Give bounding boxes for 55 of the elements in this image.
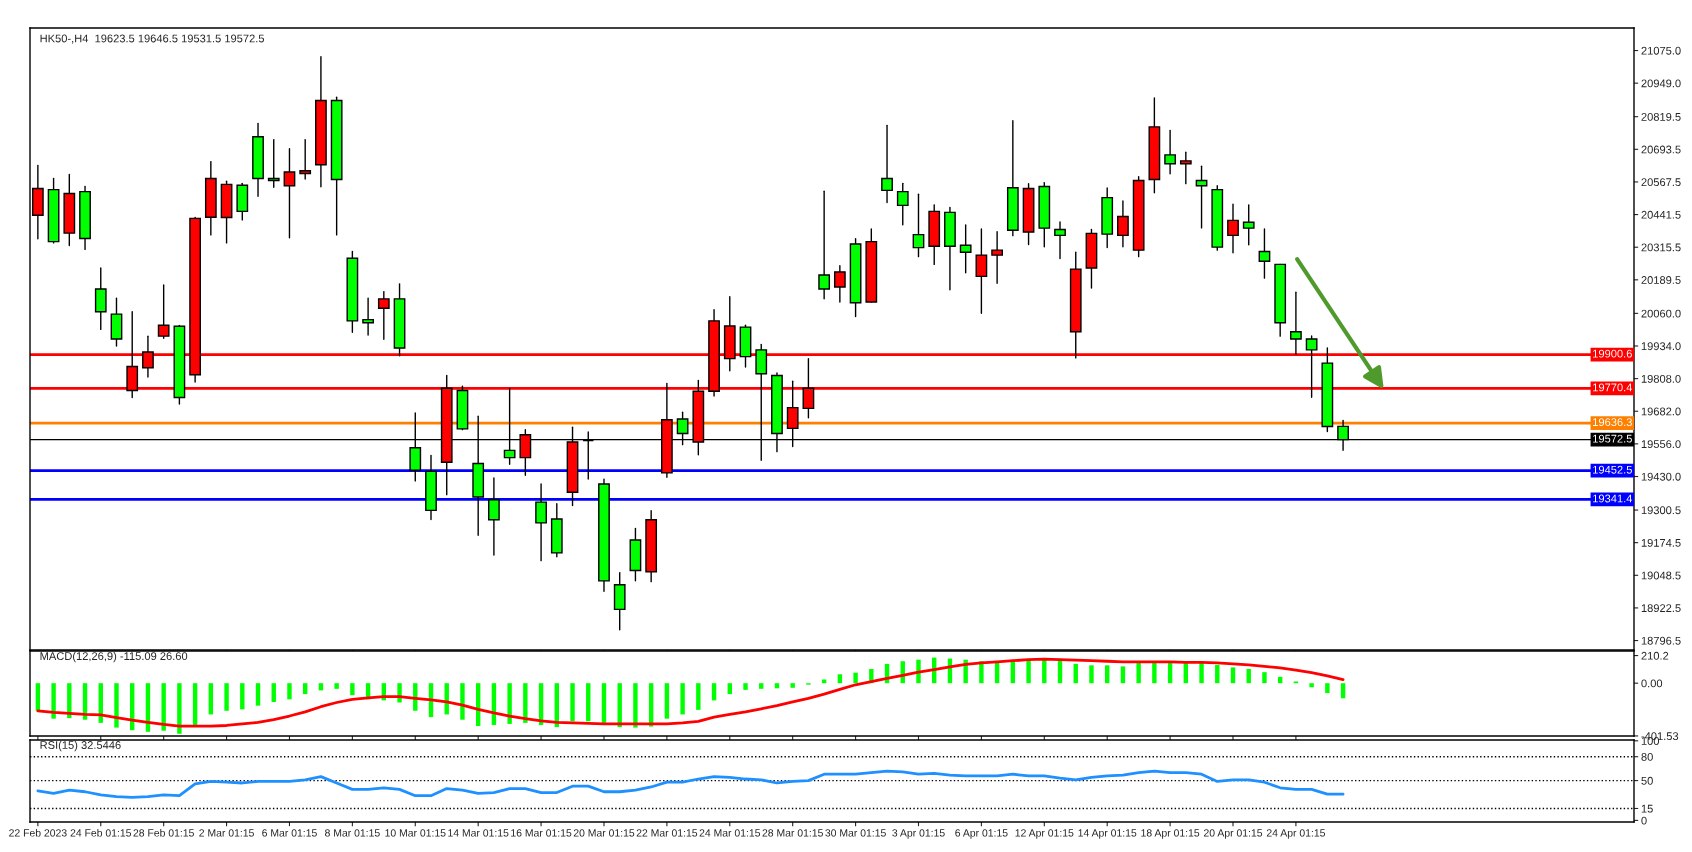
x-tick-label: 18 Apr 01:15	[1141, 829, 1200, 839]
x-tick-label: 30 Mar 01:15	[825, 829, 886, 837]
ref-line-label: 19770.4	[1593, 383, 1633, 392]
chart-title: MACD(12,26,9) -115.09 26.60	[40, 651, 188, 663]
ref-line-label: 19341.4	[1593, 494, 1633, 503]
x-tick-label: 8 Mar 01:15	[325, 829, 380, 837]
x-tick-label: 24 Mar 01:15	[699, 829, 761, 837]
ref-line-label: 19900.6	[1593, 349, 1632, 358]
x-tick-label: 16 Mar 01:15	[511, 829, 572, 837]
y-tick-label: 0.00	[1641, 679, 1663, 688]
y-tick-label: 20060.0	[1641, 309, 1681, 318]
x-tick-label: 22 Mar 01:15	[636, 829, 698, 837]
y-tick-label: 210.2	[1641, 651, 1669, 660]
x-tick-label: 12 Apr 01:15	[1015, 829, 1074, 839]
y-tick-label: 20441.5	[1641, 210, 1681, 219]
x-tick-label: 28 Mar 01:15	[762, 829, 823, 837]
y-tick-label: 0	[1641, 816, 1647, 825]
x-tick-label: 20 Mar 01:15	[573, 829, 635, 837]
x-tick-label: 28 Feb 01:15	[133, 828, 194, 837]
y-tick-label: 19682.0	[1641, 407, 1681, 416]
y-tick-label: 19174.5	[1641, 538, 1681, 547]
y-tick-label: 18922.5	[1641, 604, 1681, 613]
y-tick-label: 19934.0	[1641, 342, 1681, 351]
y-tick-label: 20567.5	[1641, 178, 1681, 187]
ref-line-label: 19572.5	[1593, 434, 1632, 443]
x-tick-label: 3 Apr 01:15	[892, 829, 945, 839]
y-tick-label: 20693.5	[1641, 145, 1681, 154]
y-tick-label: 21075.0	[1641, 46, 1681, 55]
x-tick-label: 2 Mar 01:15	[199, 829, 254, 837]
y-tick-label: 20819.5	[1641, 112, 1681, 121]
y-tick-label: 20315.5	[1641, 243, 1681, 252]
y-tick-label: 50	[1641, 776, 1653, 785]
y-tick-label: 18796.5	[1641, 636, 1681, 645]
y-tick-label: 20949.0	[1641, 79, 1681, 88]
x-tick-label: 6 Apr 01:15	[955, 829, 1008, 839]
x-tick-label: 6 Mar 01:15	[262, 829, 317, 837]
x-tick-label: 10 Mar 01:15	[385, 829, 446, 837]
ref-line-label: 19452.5	[1593, 465, 1632, 474]
chart-title: RSI(15) 32.5446	[40, 740, 121, 752]
ref-line-label: 19636.3	[1593, 418, 1632, 427]
y-tick-label: 19300.5	[1641, 506, 1681, 515]
y-tick-label: 19048.5	[1641, 571, 1681, 580]
y-tick-label: 19556.0	[1641, 440, 1681, 449]
x-tick-label: 24 Feb 01:15	[70, 828, 132, 837]
x-tick-label: 22 Feb 2023	[9, 828, 67, 837]
y-tick-label: 19430.0	[1641, 472, 1681, 481]
y-tick-label: 19808.0	[1641, 374, 1681, 383]
y-tick-label: 80	[1641, 752, 1653, 761]
x-tick-label: 24 Apr 01:15	[1266, 829, 1326, 839]
x-tick-label: 14 Mar 01:15	[448, 829, 509, 837]
y-tick-label: 15	[1641, 804, 1653, 813]
chart-title: HK50-,H4 19623.5 19646.5 19531.5 19572.5	[40, 34, 265, 44]
x-tick-label: 20 Apr 01:15	[1203, 829, 1263, 839]
y-tick-label: 20189.5	[1641, 276, 1681, 284]
x-tick-label: 14 Apr 01:15	[1078, 829, 1137, 839]
